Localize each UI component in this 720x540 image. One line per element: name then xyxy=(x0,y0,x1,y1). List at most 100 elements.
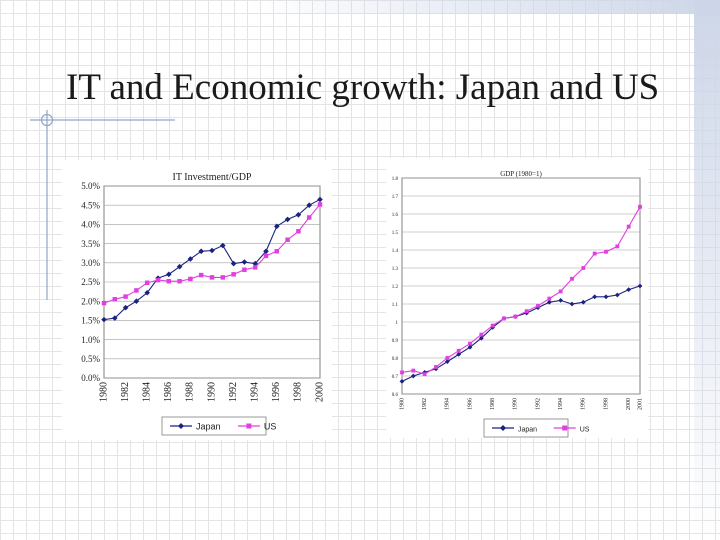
chart2-series-us-point xyxy=(638,204,642,209)
chart2-series-us-point xyxy=(445,356,450,360)
chart2-x-tick-label: 1996 xyxy=(581,398,587,410)
chart2-y-tick-label: 1.4 xyxy=(392,249,399,254)
chart2-series-japan-point xyxy=(456,352,462,357)
chart2-series-us-point xyxy=(434,365,438,369)
chart1-series-japan-point xyxy=(263,248,269,255)
chart1-series-japan-point xyxy=(122,304,129,311)
chart1-x-tick-label: 1988 xyxy=(185,382,196,402)
chart1-x-tick-label: 1992 xyxy=(228,382,239,402)
chart2-series-japan-point xyxy=(637,283,643,289)
chart1-series-us-point xyxy=(188,276,193,282)
chart2-y-tick-label: 0.8 xyxy=(392,357,399,362)
chart1-series-japan-point xyxy=(284,216,291,223)
chart2-y-tick-label: 1.8 xyxy=(392,177,399,182)
chart1-series-japan-point xyxy=(133,298,140,304)
chart2-series-japan-point xyxy=(399,379,405,384)
chart1-series-us-point xyxy=(252,265,258,270)
chart1-legend-us-label: US xyxy=(264,422,277,432)
chart2-series-us-point xyxy=(570,276,574,281)
chart1-x-tick-label: 1998 xyxy=(293,382,304,402)
chart2-series-us-point xyxy=(581,266,586,270)
chart2-series-us-point xyxy=(468,341,472,346)
chart1-series-japan-point xyxy=(241,259,248,265)
chart2-legend-japan-marker xyxy=(500,425,506,431)
chart1-series-japan-point xyxy=(187,256,194,262)
chart1-series-japan-point xyxy=(306,202,312,208)
chart1-y-tick-label: 1.0% xyxy=(81,335,100,345)
chart2-series-us-point xyxy=(479,332,484,337)
chart1-series-us-point xyxy=(144,280,150,286)
chart2-series-us-point xyxy=(490,323,495,328)
chart2-legend-japan-label: Japan xyxy=(518,427,537,434)
chart2-series-us-point xyxy=(536,303,540,308)
chart1-y-tick-label: 5.0% xyxy=(81,181,100,191)
chart2-series-us-point xyxy=(615,244,620,249)
chart1-x-tick-label: 1980 xyxy=(98,382,109,402)
chart2-x-tick-label: 1986 xyxy=(467,398,473,410)
chart1-series-us-point xyxy=(274,249,280,254)
chart1-series-us-point xyxy=(263,253,269,259)
chart1-series-japan-point xyxy=(101,316,107,323)
chart2-y-tick-label: 1.6 xyxy=(392,213,399,218)
chart2-y-tick-label: 0.7 xyxy=(392,375,399,380)
chart1-x-tick-label: 1982 xyxy=(120,382,131,402)
chart1-y-tick-label: 3.0% xyxy=(81,258,100,268)
chart1-y-tick-label: 0.0% xyxy=(81,373,100,383)
chart2-series-us-point xyxy=(400,370,404,375)
chart2-series-japan-point xyxy=(603,294,609,300)
chart2-series-us-point xyxy=(502,316,506,321)
gdp-chart: GDP (1980=1) 0.6 0.7 0.8 0.9 1 1.1 1.2 1.3 1.4 1.5… xyxy=(386,158,648,438)
chart1-legend-japan-label: Japan xyxy=(196,422,221,432)
chart2-x-tick-label: 1982 xyxy=(422,398,428,410)
chart1-series-japan-point xyxy=(317,196,323,203)
chart1-x-tick-label: 2000 xyxy=(314,382,325,402)
chart1-series-us-point xyxy=(242,267,247,272)
chart1-series-us-point xyxy=(296,229,301,234)
chart1-series-us-point xyxy=(155,277,161,283)
top-decoration-band xyxy=(250,0,720,14)
chart1-series-us-point xyxy=(101,300,107,306)
chart2-series-us-point xyxy=(513,314,518,319)
chart2-series-us-point xyxy=(547,296,552,301)
chart1-series-us-point xyxy=(112,297,118,302)
chart1-y-tick-label: 4.0% xyxy=(81,220,100,230)
chart1-x-tick-label: 1986 xyxy=(163,382,174,402)
decoration-circle xyxy=(40,113,54,127)
chart2-series-us-point xyxy=(626,224,631,229)
chart1-y-tick-label: 3.5% xyxy=(81,239,100,249)
chart2-y-tick-label: 0.6 xyxy=(392,393,399,398)
slide-corner-decoration xyxy=(30,110,175,300)
chart1-legend-japan-marker xyxy=(178,423,184,429)
chart2-x-tick-label: 1998 xyxy=(603,398,609,410)
it-investment-chart-svg: IT Investment/GDP 0.0% 0.5% 1.0% 1.5% 2.0% 2.5… xyxy=(81,172,325,436)
chart2-series-japan-point xyxy=(558,298,564,303)
chart2-x-tick-label: 1992 xyxy=(535,398,541,410)
chart2-series-japan-point xyxy=(614,292,620,298)
chart1-y-tick-label: 0.5% xyxy=(81,354,100,364)
chart1-x-tick-label: 1984 xyxy=(141,382,152,402)
chart2-legend-us-marker xyxy=(562,425,568,431)
chart2-y-tick-label: 1.3 xyxy=(392,267,399,272)
chart2-x-tick-label: 2000 xyxy=(626,398,632,410)
chart2-series-us-line xyxy=(401,206,641,375)
chart2-series-japan-point xyxy=(626,287,632,292)
chart1-series-japan-point xyxy=(209,247,215,254)
chart2-series-us-point xyxy=(592,251,597,256)
chart1-legend-us-marker xyxy=(246,423,252,429)
right-decoration-band xyxy=(694,0,720,540)
chart2-y-tick-label: 1.2 xyxy=(392,285,399,290)
chart2-x-tick-label: 1990 xyxy=(513,398,519,410)
chart2-x-tick-label: 1984 xyxy=(445,398,451,410)
chart1-y-tick-label: 2.5% xyxy=(81,277,100,287)
chart1-y-tick-label: 4.5% xyxy=(81,200,100,210)
chart1-series-japan-point xyxy=(144,289,150,296)
chart2-y-tick-label: 1 xyxy=(396,321,399,326)
chart2-x-tick-label: 2001 xyxy=(637,398,643,410)
chart1-series-us-point xyxy=(317,202,323,207)
chart2-series-us-point xyxy=(422,372,427,377)
slide-title: IT and Economic growth: Japan and US xyxy=(66,67,660,108)
chart1-series-us-point xyxy=(166,278,172,284)
chart1-series-japan-point xyxy=(112,315,118,321)
chart2-legend-us-label: US xyxy=(580,427,590,434)
chart1-series-us-point xyxy=(220,275,226,280)
